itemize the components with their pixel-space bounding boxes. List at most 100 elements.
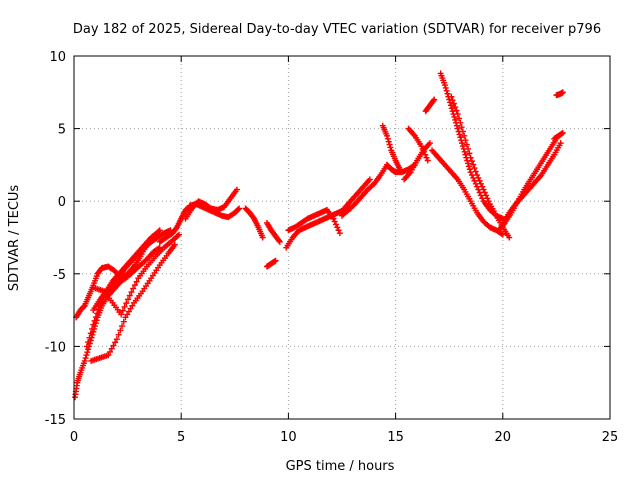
data-point [335,227,342,234]
y-tick-label: -15 [45,413,66,428]
data-point [483,192,490,199]
chart-title: Day 182 of 2025, Sidereal Day-to-day VTE… [73,22,601,37]
data-point [481,189,488,196]
data-point [454,111,461,118]
data-point [474,183,481,190]
data-point [126,292,133,299]
data-point [449,97,456,104]
data-point [462,137,469,144]
data-point [112,339,119,346]
data-point [85,346,92,353]
data-point [475,174,482,181]
data-point [418,143,425,150]
data-point [272,257,279,264]
data-point [385,138,392,145]
data-point [559,89,566,96]
data-point [120,318,127,325]
data-series [448,93,513,241]
data-point [420,148,427,155]
data-point [459,140,466,147]
data-point [174,232,181,239]
y-tick-label: -5 [53,268,66,283]
data-point [94,310,101,317]
y-axis-label: SDTVAR / TECUs [7,185,22,292]
data-point [468,172,475,179]
data-series [242,205,266,241]
data-point [457,134,464,141]
data-series [90,227,174,314]
data-point [479,183,486,190]
x-tick-label: 0 [70,430,78,445]
data-point [498,230,505,237]
data-point [84,349,91,356]
data-point [470,174,477,181]
data-point [108,345,115,352]
data-point [81,357,88,364]
data-point [85,339,92,346]
data-point [334,224,341,231]
data-point [475,186,482,193]
data-point [423,154,430,161]
data-point [424,157,431,164]
data-point [452,104,459,111]
data-point [485,198,492,205]
data-point [468,158,475,165]
data-point [470,161,477,168]
y-tick-label: 0 [58,195,66,210]
data-point [452,116,459,123]
data-point [83,352,90,359]
data-point [113,336,120,343]
data-point [441,82,448,89]
data-series [88,241,178,364]
data-point [462,151,469,158]
data-point [331,218,338,225]
data-point [453,122,460,129]
data-point [336,230,343,237]
data-point [121,303,128,310]
data-point [456,115,463,122]
data-point [465,145,472,152]
data-point [275,237,282,244]
x-tick-label: 5 [177,430,185,445]
data-series [263,257,279,270]
data-point [133,278,140,285]
data-point [386,141,393,148]
grid [74,56,610,419]
x-tick-label: 10 [280,430,297,445]
data-point [332,221,339,228]
data-point [448,105,455,112]
data-point [128,289,135,296]
data-point [171,241,178,248]
data-point [123,300,130,307]
data-series [551,129,566,142]
data-point [118,311,125,318]
data-series [499,140,564,226]
data-point [447,102,454,109]
axis-ticks: 0 5 10 15 20 25 -15 -10 -5 0 5 10 [45,50,619,445]
data-series [422,96,438,115]
data-points [72,70,566,401]
data-point [479,195,486,202]
data-point [233,186,240,193]
data-point [559,129,566,136]
y-tick-label: 5 [58,123,66,138]
data-point [419,145,426,152]
data-point [276,238,283,245]
data-point [92,314,99,321]
data-point [458,124,465,131]
data-point [465,163,472,170]
y-tick-label: 10 [49,50,66,65]
x-axis-label: GPS time / hours [286,459,395,474]
data-series [437,70,506,222]
data-point [472,180,479,187]
data-point [480,186,487,193]
data-point [477,180,484,187]
data-point [451,113,458,120]
data-point [259,234,266,241]
data-series [72,244,163,401]
data-series [339,161,391,219]
data-point [476,189,483,196]
data-point [463,141,470,148]
data-series [186,201,243,221]
